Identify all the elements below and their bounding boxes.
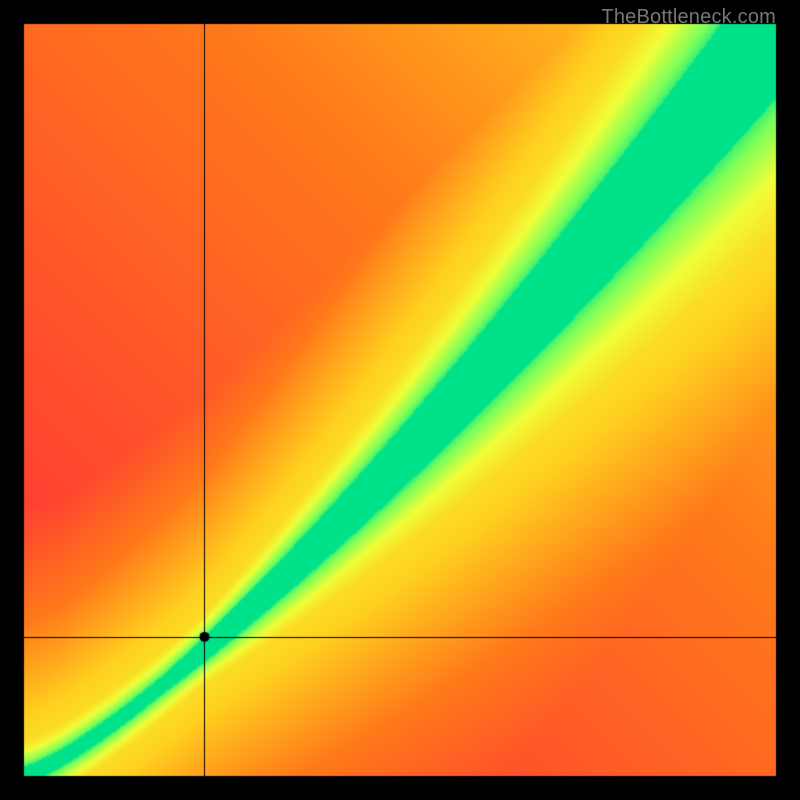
chart-container: TheBottleneck.com [0,0,800,800]
bottleneck-heatmap [0,0,800,800]
watermark-text: TheBottleneck.com [601,6,776,29]
